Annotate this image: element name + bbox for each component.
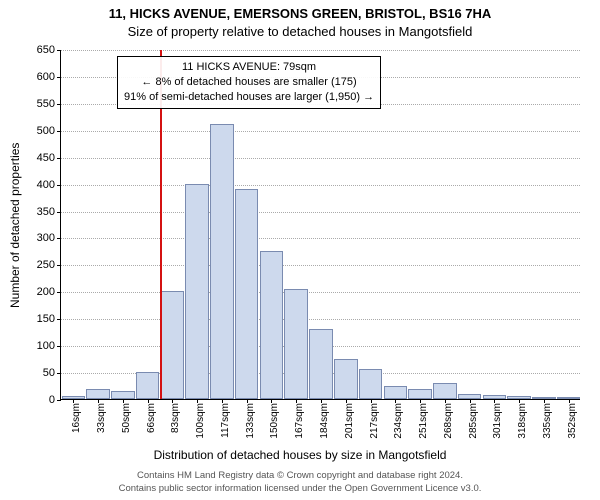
y-tick-label: 450 xyxy=(37,152,55,164)
chart-container: 11, HICKS AVENUE, EMERSONS GREEN, BRISTO… xyxy=(0,0,600,500)
histogram-bar xyxy=(384,386,408,399)
footer-line2: Contains public sector information licen… xyxy=(0,483,600,495)
gridline xyxy=(61,50,580,51)
histogram-bar xyxy=(309,329,333,399)
x-tick-label: 50sqm xyxy=(121,403,132,433)
x-tick-label: 251sqm xyxy=(418,403,429,439)
y-tick-mark xyxy=(57,131,61,132)
y-tick-mark xyxy=(57,400,61,401)
y-tick-label: 200 xyxy=(37,286,55,298)
x-tick-label: 217sqm xyxy=(369,403,380,439)
histogram-bar xyxy=(359,369,383,399)
y-tick-label: 250 xyxy=(37,259,55,271)
gridline xyxy=(61,292,580,293)
histogram-bar xyxy=(136,372,160,399)
x-tick-label: 335sqm xyxy=(542,403,553,439)
x-tick-label: 16sqm xyxy=(71,403,82,433)
y-tick-label: 400 xyxy=(37,179,55,191)
plot-area: 0501001502002503003504004505005506006501… xyxy=(60,50,580,400)
histogram-bar xyxy=(210,124,234,399)
annotation-line1: 11 HICKS AVENUE: 79sqm xyxy=(124,60,374,75)
y-tick-label: 50 xyxy=(43,367,55,379)
y-tick-mark xyxy=(57,346,61,347)
y-tick-label: 500 xyxy=(37,125,55,137)
gridline xyxy=(61,265,580,266)
x-tick-label: 234sqm xyxy=(393,403,404,439)
histogram-bar xyxy=(161,291,185,399)
x-tick-label: 268sqm xyxy=(443,403,454,439)
y-tick-label: 0 xyxy=(49,394,55,406)
gridline xyxy=(61,185,580,186)
x-tick-label: 117sqm xyxy=(220,403,231,438)
footer-line1: Contains HM Land Registry data © Crown c… xyxy=(0,470,600,482)
histogram-bar xyxy=(334,359,358,399)
y-tick-mark xyxy=(57,185,61,186)
x-tick-label: 184sqm xyxy=(319,403,330,439)
x-tick-label: 83sqm xyxy=(170,403,181,433)
y-tick-label: 650 xyxy=(37,44,55,56)
y-tick-label: 300 xyxy=(37,232,55,244)
x-tick-label: 352sqm xyxy=(567,403,578,439)
histogram-bar xyxy=(260,251,284,399)
annotation-line3: 91% of semi-detached houses are larger (… xyxy=(124,90,374,105)
chart-title-line2: Size of property relative to detached ho… xyxy=(0,24,600,39)
x-tick-label: 201sqm xyxy=(344,403,355,439)
histogram-bar xyxy=(235,189,259,399)
y-tick-mark xyxy=(57,292,61,293)
chart-title-line1: 11, HICKS AVENUE, EMERSONS GREEN, BRISTO… xyxy=(0,6,600,21)
gridline xyxy=(61,238,580,239)
y-tick-mark xyxy=(57,238,61,239)
y-tick-label: 100 xyxy=(37,340,55,352)
histogram-bar xyxy=(433,383,457,399)
x-tick-label: 133sqm xyxy=(245,403,256,439)
y-tick-mark xyxy=(57,158,61,159)
x-tick-label: 150sqm xyxy=(269,403,280,439)
y-tick-mark xyxy=(57,265,61,266)
gridline xyxy=(61,319,580,320)
x-tick-label: 285sqm xyxy=(468,403,479,439)
histogram-bar xyxy=(86,389,110,399)
gridline xyxy=(61,212,580,213)
y-tick-mark xyxy=(57,50,61,51)
y-tick-label: 600 xyxy=(37,71,55,83)
y-tick-mark xyxy=(57,212,61,213)
gridline xyxy=(61,131,580,132)
y-tick-mark xyxy=(57,77,61,78)
y-tick-label: 150 xyxy=(37,313,55,325)
histogram-bar xyxy=(185,184,209,399)
gridline xyxy=(61,158,580,159)
y-axis-label: Number of detached properties xyxy=(8,50,22,400)
histogram-bar xyxy=(284,289,308,399)
annotation-box: 11 HICKS AVENUE: 79sqm ← 8% of detached … xyxy=(117,56,381,109)
y-tick-mark xyxy=(57,373,61,374)
x-tick-label: 66sqm xyxy=(146,403,157,433)
x-tick-label: 33sqm xyxy=(96,403,107,433)
x-axis-label: Distribution of detached houses by size … xyxy=(0,448,600,462)
x-tick-label: 100sqm xyxy=(195,403,206,439)
y-tick-label: 550 xyxy=(37,98,55,110)
y-tick-mark xyxy=(57,319,61,320)
x-tick-label: 167sqm xyxy=(294,403,305,439)
y-tick-label: 350 xyxy=(37,206,55,218)
x-tick-label: 318sqm xyxy=(517,403,528,439)
y-tick-mark xyxy=(57,104,61,105)
x-tick-label: 301sqm xyxy=(492,403,503,439)
histogram-bar xyxy=(408,389,432,399)
histogram-bar xyxy=(111,391,135,399)
annotation-line2: ← 8% of detached houses are smaller (175… xyxy=(124,75,374,90)
